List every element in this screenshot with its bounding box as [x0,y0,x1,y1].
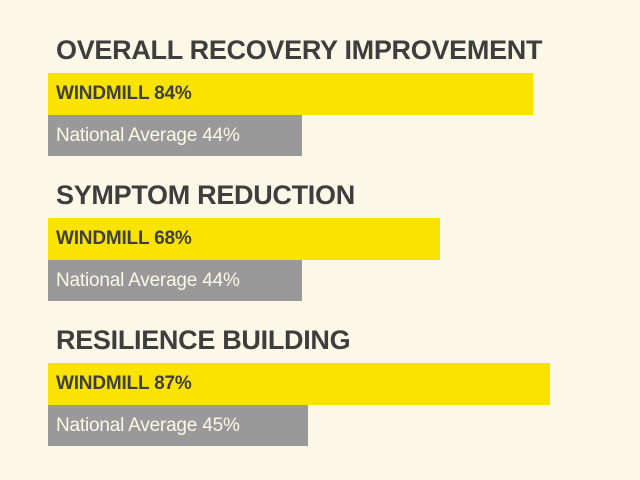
windmill-bar-label: WINDMILL 84% [56,83,192,104]
section-symptom-reduction: SYMPTOM REDUCTION WINDMILL 68% National … [48,181,640,301]
section-title: SYMPTOM REDUCTION [56,180,355,210]
national-average-bar: National Average 44% [48,115,302,156]
windmill-bar: WINDMILL 87% [48,363,550,405]
windmill-bar-label: WINDMILL 87% [56,373,192,394]
national-average-bar-label: National Average 45% [56,414,240,436]
national-average-bar: National Average 44% [48,260,302,301]
windmill-bar-label: WINDMILL 68% [56,228,192,249]
section-resilience-building: RESILIENCE BUILDING WINDMILL 87% Nationa… [48,326,640,446]
windmill-bar: WINDMILL 68% [48,218,440,260]
national-average-bar-label: National Average 44% [56,269,240,291]
national-average-bar: National Average 45% [48,405,308,446]
national-average-bar-label: National Average 44% [56,124,240,146]
section-title: RESILIENCE BUILDING [56,325,351,355]
section-overall-recovery: OVERALL RECOVERY IMPROVEMENT WINDMILL 84… [48,36,640,156]
section-title: OVERALL RECOVERY IMPROVEMENT [56,35,543,65]
windmill-bar: WINDMILL 84% [48,73,533,115]
